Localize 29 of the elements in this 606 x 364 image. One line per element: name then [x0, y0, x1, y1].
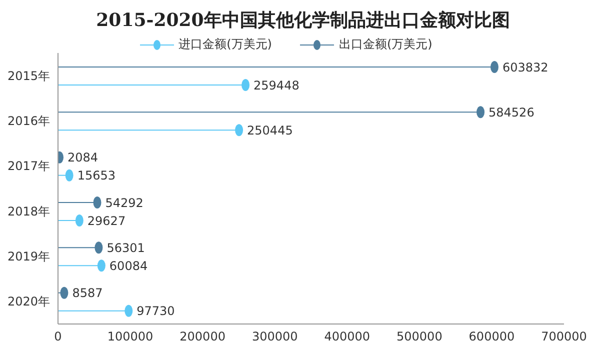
x-tick-label: 0	[54, 330, 62, 344]
data-label: 8587	[72, 286, 103, 300]
legend-label: 进口金额(万美元)	[178, 36, 272, 53]
y-tick-label: 2016年	[7, 114, 50, 128]
y-tick-label: 2018年	[7, 204, 50, 218]
x-tick-label: 500000	[396, 330, 442, 344]
data-label: 60084	[109, 258, 148, 273]
data-label: 250445	[247, 123, 293, 138]
x-tick-label: 300000	[252, 330, 298, 344]
x-tick-label: 600000	[468, 330, 515, 344]
chart-title: 2015-2020年中国其他化学制品进出口金额对比图	[95, 9, 511, 32]
data-label: 97730	[136, 304, 175, 318]
legend-label: 出口金额(万美元)	[338, 36, 432, 53]
data-label: 54292	[105, 196, 144, 210]
y-tick-label: 2019年	[7, 250, 50, 264]
x-tick-label: 200000	[180, 330, 226, 344]
data-label: 584526	[488, 105, 534, 120]
data-label: 259448	[254, 78, 300, 92]
y-tick-label: 2020年	[7, 294, 50, 309]
y-tick-label: 2015年	[7, 68, 50, 83]
data-label: 2084	[68, 150, 98, 165]
y-tick-label: 2017年	[7, 159, 50, 174]
data-label: 29627	[87, 214, 126, 228]
x-tick-label: 100000	[107, 330, 154, 344]
data-label: 603832	[502, 60, 548, 74]
data-label: 56301	[106, 240, 145, 255]
x-tick-label: 700000	[541, 330, 587, 344]
x-tick-label: 400000	[324, 330, 370, 344]
data-label: 15653	[77, 168, 116, 183]
